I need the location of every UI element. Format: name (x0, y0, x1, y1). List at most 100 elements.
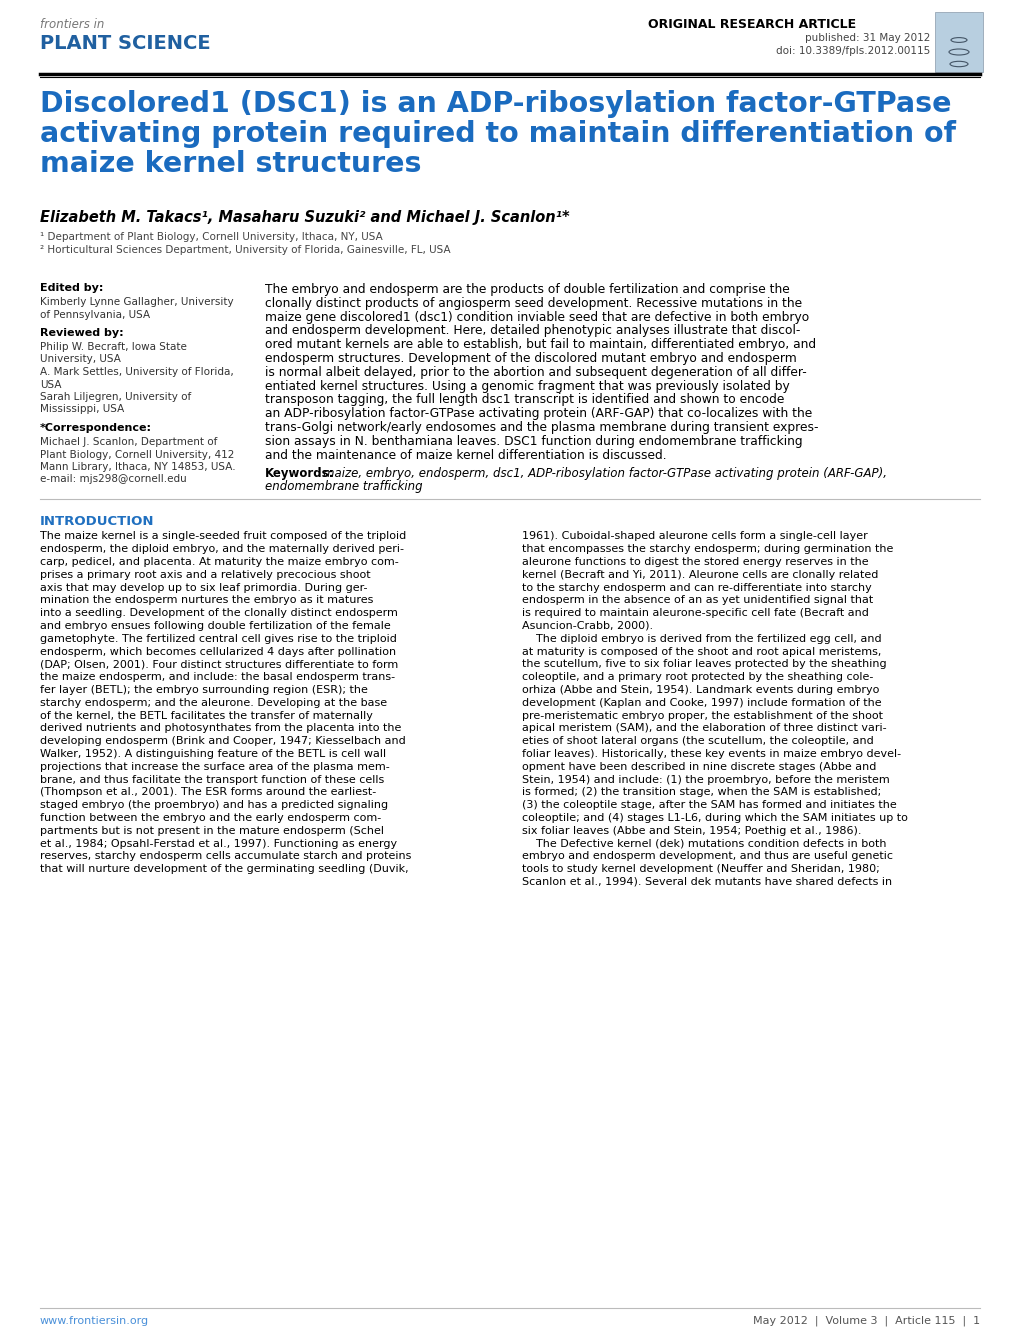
Text: Philip W. Becraft, Iowa State: Philip W. Becraft, Iowa State (40, 342, 186, 352)
Text: projections that increase the surface area of the plasma mem-: projections that increase the surface ar… (40, 762, 389, 772)
Text: May 2012  |  Volume 3  |  Article 115  |  1: May 2012 | Volume 3 | Article 115 | 1 (752, 1316, 979, 1327)
Text: gametophyte. The fertilized central cell gives rise to the triploid: gametophyte. The fertilized central cell… (40, 634, 396, 643)
Text: and embryo ensues following double fertilization of the female: and embryo ensues following double ferti… (40, 621, 390, 631)
Bar (934, 12, 982, 72)
Text: Stein, 1954) and include: (1) the proembryo, before the meristem: Stein, 1954) and include: (1) the proemb… (522, 774, 889, 785)
Text: six foliar leaves (Abbe and Stein, 1954; Poethig et al., 1986).: six foliar leaves (Abbe and Stein, 1954;… (522, 826, 861, 836)
Text: that encompasses the starchy endosperm; during germination the: that encompasses the starchy endosperm; … (522, 545, 893, 554)
Text: endosperm, the diploid embryo, and the maternally derived peri-: endosperm, the diploid embryo, and the m… (40, 545, 404, 554)
Text: University, USA: University, USA (40, 355, 121, 364)
Text: Walker, 1952). A distinguishing feature of the BETL is cell wall: Walker, 1952). A distinguishing feature … (40, 749, 386, 760)
Text: mination the endosperm nurtures the embryo as it matures: mination the endosperm nurtures the embr… (40, 595, 373, 605)
Text: endosperm, which becomes cellularized 4 days after pollination: endosperm, which becomes cellularized 4 … (40, 646, 395, 657)
Text: the scutellum, five to six foliar leaves protected by the sheathing: the scutellum, five to six foliar leaves… (522, 659, 886, 669)
Text: USA: USA (40, 379, 61, 390)
Text: ored mutant kernels are able to establish, but fail to maintain, differentiated : ored mutant kernels are able to establis… (265, 338, 815, 351)
Text: coleoptile, and a primary root protected by the sheathing cole-: coleoptile, and a primary root protected… (522, 673, 872, 682)
Text: maize gene discolored1 (dsc1) condition inviable seed that are defective in both: maize gene discolored1 (dsc1) condition … (265, 311, 808, 323)
Text: ¹ Department of Plant Biology, Cornell University, Ithaca, NY, USA: ¹ Department of Plant Biology, Cornell U… (40, 232, 382, 242)
Text: to the starchy endosperm and can re-differentiate into starchy: to the starchy endosperm and can re-diff… (522, 582, 871, 593)
Text: staged embryo (the proembryo) and has a predicted signaling: staged embryo (the proembryo) and has a … (40, 800, 388, 810)
Text: sion assays in N. benthamiana leaves. DSC1 function during endomembrane traffick: sion assays in N. benthamiana leaves. DS… (265, 435, 802, 447)
Text: Discolored1 (DSC1) is an ADP-ribosylation factor-GTPase: Discolored1 (DSC1) is an ADP-ribosylatio… (40, 89, 951, 117)
Text: The embryo and endosperm are the products of double fertilization and comprise t: The embryo and endosperm are the product… (265, 283, 789, 296)
Text: an ADP-ribosylation factor-GTPase activating protein (ARF-GAP) that co-localizes: an ADP-ribosylation factor-GTPase activa… (265, 407, 811, 421)
Text: kernel (Becraft and Yi, 2011). Aleurone cells are clonally related: kernel (Becraft and Yi, 2011). Aleurone … (522, 570, 877, 579)
Text: aleurone functions to digest the stored energy reserves in the: aleurone functions to digest the stored … (522, 557, 868, 567)
Text: at maturity is composed of the shoot and root apical meristems,: at maturity is composed of the shoot and… (522, 646, 880, 657)
Text: published: 31 May 2012: published: 31 May 2012 (804, 33, 929, 43)
Text: *Correspondence:: *Correspondence: (40, 423, 152, 433)
Text: Michael J. Scanlon, Department of: Michael J. Scanlon, Department of (40, 437, 217, 447)
Text: clonally distinct products of angiosperm seed development. Recessive mutations i: clonally distinct products of angiosperm… (265, 296, 801, 310)
Text: (3) the coleoptile stage, after the SAM has formed and initiates the: (3) the coleoptile stage, after the SAM … (522, 800, 896, 810)
Text: 1961). Cuboidal-shaped aleurone cells form a single-cell layer: 1961). Cuboidal-shaped aleurone cells fo… (522, 531, 867, 542)
Text: Mann Library, Ithaca, NY 14853, USA.: Mann Library, Ithaca, NY 14853, USA. (40, 462, 235, 473)
Text: pre-meristematic embryo proper, the establishment of the shoot: pre-meristematic embryo proper, the esta… (522, 710, 882, 721)
Text: starchy endosperm; and the aleurone. Developing at the base: starchy endosperm; and the aleurone. Dev… (40, 698, 387, 708)
Text: The Defective kernel (dek) mutations condition defects in both: The Defective kernel (dek) mutations con… (522, 838, 886, 849)
Text: embryo and endosperm development, and thus are useful genetic: embryo and endosperm development, and th… (522, 852, 892, 861)
Text: carp, pedicel, and placenta. At maturity the maize embryo com-: carp, pedicel, and placenta. At maturity… (40, 557, 398, 567)
Text: maize, embryo, endosperm, dsc1, ADP-ribosylation factor-GTPase activating protei: maize, embryo, endosperm, dsc1, ADP-ribo… (323, 467, 887, 481)
Text: (Thompson et al., 2001). The ESR forms around the earliest-: (Thompson et al., 2001). The ESR forms a… (40, 788, 376, 797)
Text: transposon tagging, the full length dsc1 transcript is identified and shown to e: transposon tagging, the full length dsc1… (265, 394, 784, 406)
Text: A. Mark Settles, University of Florida,: A. Mark Settles, University of Florida, (40, 367, 233, 376)
Text: Sarah Liljegren, University of: Sarah Liljegren, University of (40, 392, 192, 402)
Text: the maize endosperm, and include: the basal endosperm trans-: the maize endosperm, and include: the ba… (40, 673, 394, 682)
Text: maize kernel structures: maize kernel structures (40, 150, 421, 178)
Text: prises a primary root axis and a relatively precocious shoot: prises a primary root axis and a relativ… (40, 570, 370, 579)
Text: function between the embryo and the early endosperm com-: function between the embryo and the earl… (40, 813, 381, 822)
Text: Plant Biology, Cornell University, 412: Plant Biology, Cornell University, 412 (40, 450, 234, 459)
Text: ² Horticultural Sciences Department, University of Florida, Gainesville, FL, USA: ² Horticultural Sciences Department, Uni… (40, 246, 450, 255)
Text: (DAP; Olsen, 2001). Four distinct structures differentiate to form: (DAP; Olsen, 2001). Four distinct struct… (40, 659, 397, 669)
Text: and the maintenance of maize kernel differentiation is discussed.: and the maintenance of maize kernel diff… (265, 449, 666, 462)
Text: opment have been described in nine discrete stages (Abbe and: opment have been described in nine discr… (522, 762, 875, 772)
Text: entiated kernel structures. Using a genomic fragment that was previously isolate: entiated kernel structures. Using a geno… (265, 379, 789, 392)
Text: is formed; (2) the transition stage, when the SAM is established;: is formed; (2) the transition stage, whe… (522, 788, 880, 797)
Text: partments but is not present in the mature endosperm (Schel: partments but is not present in the matu… (40, 826, 383, 836)
Text: reserves, starchy endosperm cells accumulate starch and proteins: reserves, starchy endosperm cells accumu… (40, 852, 411, 861)
Text: fer layer (BETL); the embryo surrounding region (ESR); the: fer layer (BETL); the embryo surrounding… (40, 685, 368, 696)
Text: brane, and thus facilitate the transport function of these cells: brane, and thus facilitate the transport… (40, 774, 384, 785)
Text: e-mail: mjs298@cornell.edu: e-mail: mjs298@cornell.edu (40, 474, 186, 485)
Text: PLANT SCIENCE: PLANT SCIENCE (40, 33, 210, 53)
Text: development (Kaplan and Cooke, 1997) include formation of the: development (Kaplan and Cooke, 1997) inc… (522, 698, 880, 708)
Text: foliar leaves). Historically, these key events in maize embryo devel-: foliar leaves). Historically, these key … (522, 749, 900, 760)
Text: et al., 1984; Opsahl-Ferstad et al., 1997). Functioning as energy: et al., 1984; Opsahl-Ferstad et al., 199… (40, 838, 396, 849)
Text: axis that may develop up to six leaf primordia. During ger-: axis that may develop up to six leaf pri… (40, 582, 367, 593)
Text: of Pennsylvania, USA: of Pennsylvania, USA (40, 310, 150, 319)
Text: that will nurture development of the germinating seedling (Duvik,: that will nurture development of the ger… (40, 864, 409, 874)
Text: of the kernel, the BETL facilitates the transfer of maternally: of the kernel, the BETL facilitates the … (40, 710, 373, 721)
Text: trans-Golgi network/early endosomes and the plasma membrane during transient exp: trans-Golgi network/early endosomes and … (265, 421, 817, 434)
Text: Kimberly Lynne Gallagher, University: Kimberly Lynne Gallagher, University (40, 296, 233, 307)
Text: www.frontiersin.org: www.frontiersin.org (40, 1316, 149, 1326)
Text: endomembrane trafficking: endomembrane trafficking (265, 481, 422, 494)
Text: Mississippi, USA: Mississippi, USA (40, 405, 124, 414)
Text: Asuncion-Crabb, 2000).: Asuncion-Crabb, 2000). (522, 621, 652, 631)
Text: orhiza (Abbe and Stein, 1954). Landmark events during embryo: orhiza (Abbe and Stein, 1954). Landmark … (522, 685, 878, 696)
Text: The maize kernel is a single-seeded fruit composed of the triploid: The maize kernel is a single-seeded frui… (40, 531, 406, 542)
Text: tools to study kernel development (Neuffer and Sheridan, 1980;: tools to study kernel development (Neuff… (522, 864, 878, 874)
Text: endosperm structures. Development of the discolored mutant embryo and endosperm: endosperm structures. Development of the… (265, 352, 796, 364)
Text: and endosperm development. Here, detailed phenotypic analyses illustrate that di: and endosperm development. Here, detaile… (265, 324, 800, 338)
Text: The diploid embryo is derived from the fertilized egg cell, and: The diploid embryo is derived from the f… (522, 634, 880, 643)
Text: developing endosperm (Brink and Cooper, 1947; Kiesselbach and: developing endosperm (Brink and Cooper, … (40, 736, 406, 746)
Text: derived nutrients and photosynthates from the placenta into the: derived nutrients and photosynthates fro… (40, 724, 401, 733)
Text: Reviewed by:: Reviewed by: (40, 328, 123, 338)
Text: doi: 10.3389/fpls.2012.00115: doi: 10.3389/fpls.2012.00115 (775, 45, 929, 56)
Text: Edited by:: Edited by: (40, 283, 103, 292)
Text: Scanlon et al., 1994). Several dek mutants have shared defects in: Scanlon et al., 1994). Several dek mutan… (522, 877, 892, 886)
Text: is required to maintain aleurone-specific cell fate (Becraft and: is required to maintain aleurone-specifi… (522, 609, 868, 618)
Text: activating protein required to maintain differentiation of: activating protein required to maintain … (40, 120, 955, 148)
Text: into a seedling. Development of the clonally distinct endosperm: into a seedling. Development of the clon… (40, 609, 397, 618)
Text: frontiers in: frontiers in (40, 17, 104, 31)
Text: ORIGINAL RESEARCH ARTICLE: ORIGINAL RESEARCH ARTICLE (647, 17, 855, 31)
Text: coleoptile; and (4) stages L1-L6, during which the SAM initiates up to: coleoptile; and (4) stages L1-L6, during… (522, 813, 907, 822)
Text: is normal albeit delayed, prior to the abortion and subsequent degeneration of a: is normal albeit delayed, prior to the a… (265, 366, 806, 379)
Text: endosperm in the absence of an as yet unidentified signal that: endosperm in the absence of an as yet un… (522, 595, 872, 605)
Text: INTRODUCTION: INTRODUCTION (40, 515, 154, 529)
Text: eties of shoot lateral organs (the scutellum, the coleoptile, and: eties of shoot lateral organs (the scute… (522, 736, 873, 746)
Text: Elizabeth M. Takacs¹, Masaharu Suzuki² and Michael J. Scanlon¹*: Elizabeth M. Takacs¹, Masaharu Suzuki² a… (40, 210, 569, 226)
Text: apical meristem (SAM), and the elaboration of three distinct vari-: apical meristem (SAM), and the elaborati… (522, 724, 886, 733)
